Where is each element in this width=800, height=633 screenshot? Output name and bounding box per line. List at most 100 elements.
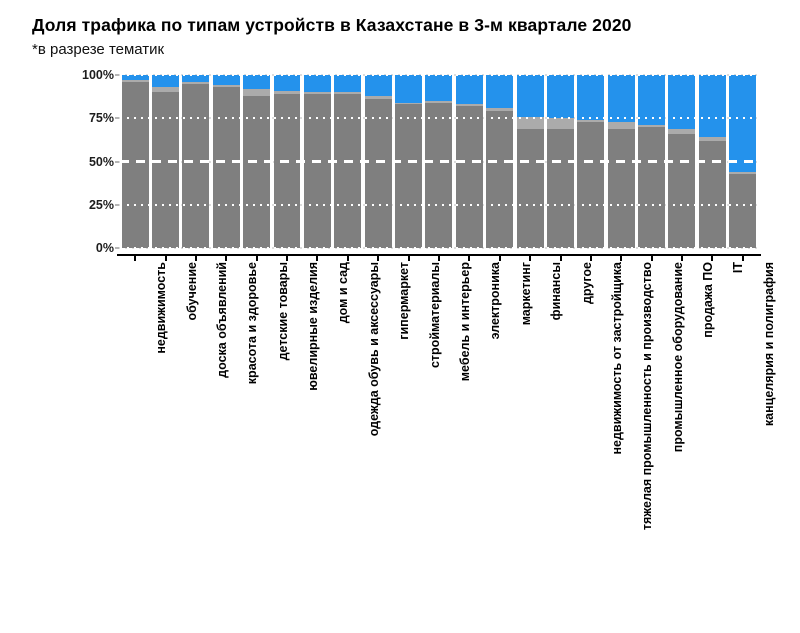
x-axis-category-label: недвижимость (154, 262, 169, 354)
bar-segment (638, 125, 666, 127)
bar-segment (151, 92, 179, 248)
bar-segment (607, 121, 635, 129)
reference-line-50pct (120, 160, 758, 163)
chart-title: Доля трафика по типам устройств в Казахс… (32, 15, 632, 35)
bar-segment (425, 100, 453, 103)
bar-segment (182, 83, 210, 248)
y-axis-tick-label: 0% (95, 241, 114, 255)
x-axis-category-label: электроника (488, 262, 503, 340)
y-axis-tick (115, 203, 119, 206)
y-axis-tick-label: 50% (88, 154, 114, 169)
x-axis-category-label: маркетинг (518, 262, 533, 326)
bar-segment (273, 90, 301, 95)
x-axis-tick (589, 256, 592, 261)
x-axis-category-label: мебель и интерьер (458, 262, 472, 382)
x-axis-category-label: тяжелая промышленность и производство (640, 262, 655, 531)
x-axis-tick (498, 256, 501, 261)
x-axis-category-label: гипермаркет (397, 262, 412, 340)
x-axis-tick (286, 256, 289, 261)
x-axis-category-label: канцелярия и полиграфия (761, 262, 776, 427)
x-axis-category-label: промышленное оборудование (670, 262, 685, 453)
y-axis-tick-label: 75% (88, 111, 114, 126)
x-axis-tick (407, 256, 410, 261)
bar-segment (546, 128, 574, 248)
x-axis-tick (225, 256, 228, 261)
bar-segment (151, 75, 179, 88)
x-axis-tick (134, 256, 137, 261)
x-axis-line (117, 254, 761, 256)
bar-segment (303, 94, 331, 248)
x-axis-tick (681, 256, 684, 261)
x-axis-category-label: дом и сад (336, 262, 351, 324)
y-axis-tick (115, 247, 119, 249)
bar-segment (607, 128, 635, 248)
x-axis-category-label: обучение (184, 262, 199, 321)
gridline-over-bars (120, 247, 758, 249)
bar-segment (151, 87, 179, 93)
bar-segment (455, 75, 483, 105)
y-axis-tick (115, 160, 119, 163)
x-axis-category-label: другое (579, 262, 594, 304)
x-axis-category-label: красота и здоровье (245, 262, 260, 385)
x-axis-tick (468, 256, 471, 261)
bar-segment (121, 81, 149, 248)
bar-segment (577, 121, 605, 248)
bar-segment (364, 99, 392, 248)
bar-segment (243, 95, 271, 248)
bar-segment (182, 75, 210, 82)
x-axis-tick (529, 256, 532, 261)
bar-segment (243, 88, 271, 96)
y-axis-tick-label: 100% (82, 68, 114, 82)
bar-segment (729, 171, 757, 174)
bar-segment (395, 102, 422, 105)
bar-segment (486, 111, 514, 248)
x-axis-category-label: стройматериалы (427, 262, 442, 369)
gridline-over-bars (120, 74, 758, 76)
bar-segment (516, 116, 544, 129)
x-axis-tick (711, 256, 714, 261)
x-axis-category-label: одежда обувь и аксессуары (366, 262, 381, 437)
bar-segment (698, 75, 726, 138)
bar-segment (638, 75, 666, 126)
bar-segment (516, 75, 544, 117)
x-axis-tick (316, 256, 319, 261)
bar-segment (364, 75, 392, 96)
bar-segment (121, 80, 149, 82)
x-axis-tick (741, 256, 744, 261)
y-axis-tick-label: 25% (88, 197, 114, 212)
bar-segment (334, 92, 362, 95)
bar-segment (395, 75, 422, 103)
bar-segment (212, 75, 240, 86)
bar-segment (273, 75, 301, 91)
bar-segment (698, 140, 726, 248)
x-axis-tick (559, 256, 562, 261)
bar-segment (577, 75, 605, 120)
bar-segment (364, 95, 392, 100)
gridline-over-bars (120, 203, 758, 206)
bar-segment (638, 126, 666, 248)
bar-segment (668, 128, 696, 134)
bar-segment (334, 75, 362, 93)
bar-segment (243, 75, 271, 89)
x-axis-tick (438, 256, 440, 261)
bar-segment (486, 107, 514, 112)
x-axis-category-label: IT (731, 262, 746, 274)
bar-segment (455, 104, 483, 107)
bar-segment (425, 75, 453, 101)
y-axis-tick (115, 117, 119, 120)
chart-subtitle: *в разрезе тематик (32, 41, 165, 58)
bar-segment (729, 173, 757, 248)
x-axis-tick (164, 256, 167, 261)
bar-segment (546, 75, 574, 119)
x-axis-tick (650, 256, 653, 261)
bar-segment (546, 118, 574, 129)
x-axis-category-label: доска объявлений (214, 262, 229, 378)
bar-segment (303, 75, 331, 93)
bar-segment (698, 137, 726, 141)
x-axis-tick (194, 256, 197, 261)
x-axis-category-label: финансы (549, 262, 564, 321)
x-axis-category-label: недвижимость от застройщика (609, 262, 624, 455)
x-axis-category-label: ювелирные изделия (306, 262, 321, 391)
y-axis-tick (115, 74, 119, 76)
x-axis-tick (255, 256, 258, 261)
